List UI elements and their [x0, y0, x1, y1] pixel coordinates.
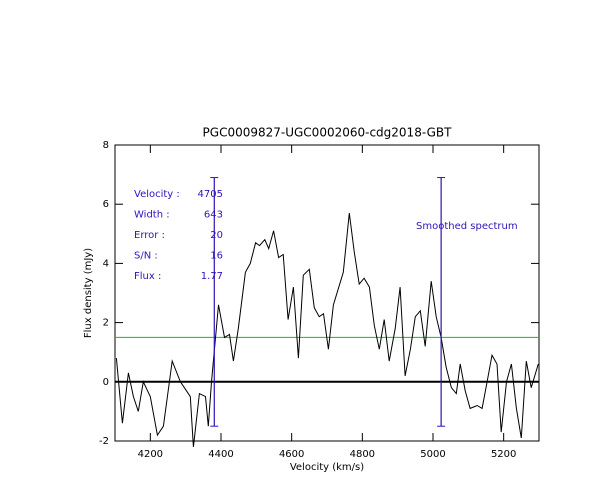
stat-value: 16 [210, 251, 223, 262]
stat-label: Velocity : [134, 189, 180, 200]
stat-value: 20 [210, 230, 223, 241]
x-tick-label: 4200 [138, 449, 163, 460]
y-tick-label: 6 [103, 199, 109, 210]
x-tick-label: 4600 [279, 449, 304, 460]
x-tick-label: 4800 [350, 449, 375, 460]
x-tick-label: 4400 [208, 449, 233, 460]
y-tick-label: 0 [103, 377, 109, 388]
plot-frame [114, 144, 540, 442]
stat-value: 643 [204, 210, 223, 221]
stat-label: S/N : [134, 251, 158, 262]
stat-label: Width : [134, 210, 170, 221]
annotation: Smoothed spectrum [416, 221, 518, 232]
y-tick-label: 4 [103, 258, 109, 269]
y-tick-label: -2 [99, 436, 109, 447]
stat-label: Error : [134, 230, 165, 241]
y-tick-label: 8 [103, 140, 109, 151]
stat-value: 1.77 [201, 271, 223, 282]
stat-label: Flux : [134, 271, 161, 282]
stat-value: 4705 [198, 189, 223, 200]
x-axis-label: Velocity (km/s) [290, 462, 364, 473]
x-tick-label: 5200 [491, 449, 516, 460]
y-tick-label: 2 [103, 318, 109, 329]
spectrum-line [115, 213, 539, 447]
x-tick-label: 5000 [420, 449, 445, 460]
chart-title: PGC0009827-UGC0002060-cdg2018-GBT [203, 126, 453, 140]
y-axis-label: Flux density (mJy) [83, 248, 94, 338]
